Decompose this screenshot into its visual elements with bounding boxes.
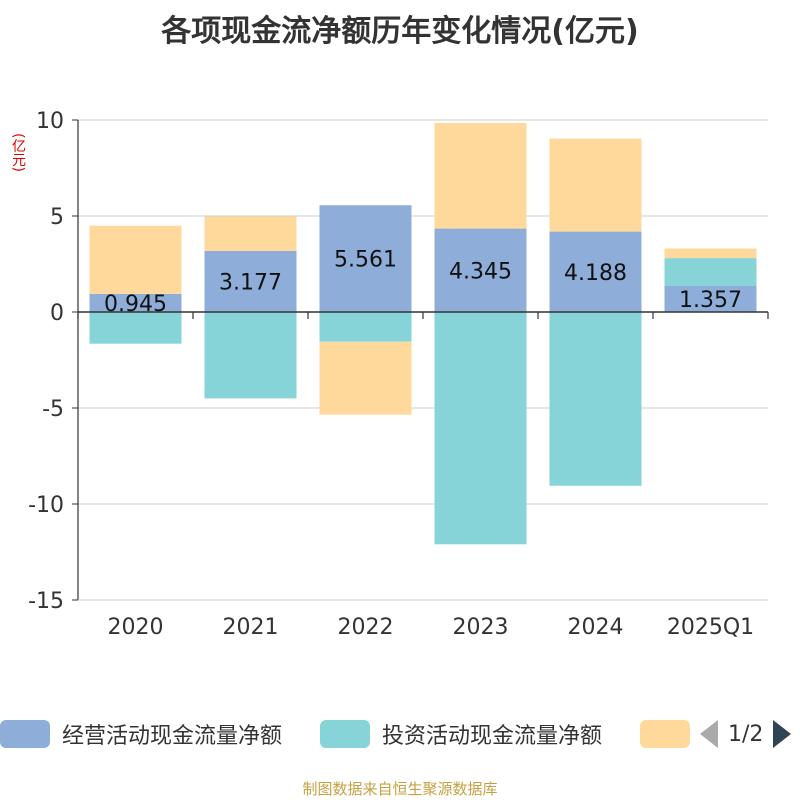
legend-item-financing[interactable] <box>640 716 690 752</box>
x-tick-label: 2023 <box>453 615 509 640</box>
data-label-2025Q1: 1.357 <box>679 288 742 313</box>
bar-financing-2020 <box>89 225 182 294</box>
data-label-2022: 5.561 <box>334 248 397 273</box>
y-tick-label: -10 <box>28 493 64 518</box>
legend-pager: 1/2 <box>700 716 792 752</box>
y-tick-label: -5 <box>42 397 64 422</box>
y-tick-label: 0 <box>50 301 64 326</box>
bars <box>89 122 757 545</box>
bar-operating-2021 <box>204 251 297 312</box>
x-tick-label: 2022 <box>338 615 394 640</box>
legend-label-investing: 投资活动现金流量净额 <box>382 724 603 749</box>
bar-financing-2021 <box>204 216 297 252</box>
y-tick-label: 10 <box>36 109 64 134</box>
legend-page-indicator: 1/2 <box>728 721 764 747</box>
legend-item-operating[interactable]: 经营活动现金流量净额 <box>0 716 282 752</box>
legend-item-investing[interactable]: 投资活动现金流量净额 <box>320 716 602 752</box>
bar-operating-2022 <box>319 205 412 312</box>
legend-next-page-icon[interactable] <box>773 720 792 748</box>
axes: 10 5 0 -5 -10 -15 2020 2021 2022 2023 2024 2025Q1 <box>28 109 769 640</box>
bar-investing-2025Q1 <box>664 258 757 286</box>
bar-financing-2025Q1 <box>664 248 757 259</box>
data-labels: 0.945 3.177 5.561 4.345 4.188 1.357 <box>104 248 742 317</box>
data-label-2021: 3.177 <box>219 271 282 296</box>
bar-investing-2020 <box>89 312 182 344</box>
bar-operating-2025Q1 <box>664 285 757 312</box>
data-label-2024: 4.188 <box>564 261 627 286</box>
bar-investing-2024 <box>549 312 642 486</box>
x-tick-label: 2020 <box>108 615 164 640</box>
legend: 经营活动现金流量净额 投资活动现金流量净额 1/2 <box>0 716 800 752</box>
bar-operating-2023 <box>434 228 527 312</box>
bar-investing-2021 <box>204 312 297 399</box>
legend-label-operating: 经营活动现金流量净额 <box>62 724 283 749</box>
bar-investing-2023 <box>434 312 527 545</box>
legend-swatch-investing <box>320 720 370 748</box>
bar-financing-2022 <box>319 341 412 415</box>
data-source-note: 制图数据来自恒生聚源数据库 <box>302 780 498 798</box>
bar-financing-2024 <box>549 138 642 232</box>
y-axis-unit-label: (亿元) <box>10 132 26 172</box>
stacked-bar-chart: 10 5 0 -5 -10 -15 2020 2021 2022 2023 2024 2025Q1 0… <box>28 109 769 640</box>
chart-title: 各项现金流净额历年变化情况(亿元) <box>161 14 639 49</box>
bar-investing-2022 <box>319 312 412 342</box>
data-label-2020: 0.945 <box>104 292 167 317</box>
bar-financing-2023 <box>434 122 527 229</box>
x-tick-label: 2025Q1 <box>667 615 754 640</box>
legend-prev-page-icon[interactable] <box>700 720 718 748</box>
legend-swatch-operating <box>0 720 50 748</box>
y-tick-label: -15 <box>28 589 64 614</box>
data-label-2023: 4.345 <box>449 259 512 284</box>
x-tick-label: 2024 <box>568 615 624 640</box>
y-tick-label: 5 <box>50 205 64 230</box>
grid-lines <box>78 119 768 601</box>
bar-operating-2020 <box>89 293 182 312</box>
bar-operating-2024 <box>549 231 642 312</box>
x-tick-label: 2021 <box>223 615 279 640</box>
legend-swatch-financing <box>640 720 690 748</box>
